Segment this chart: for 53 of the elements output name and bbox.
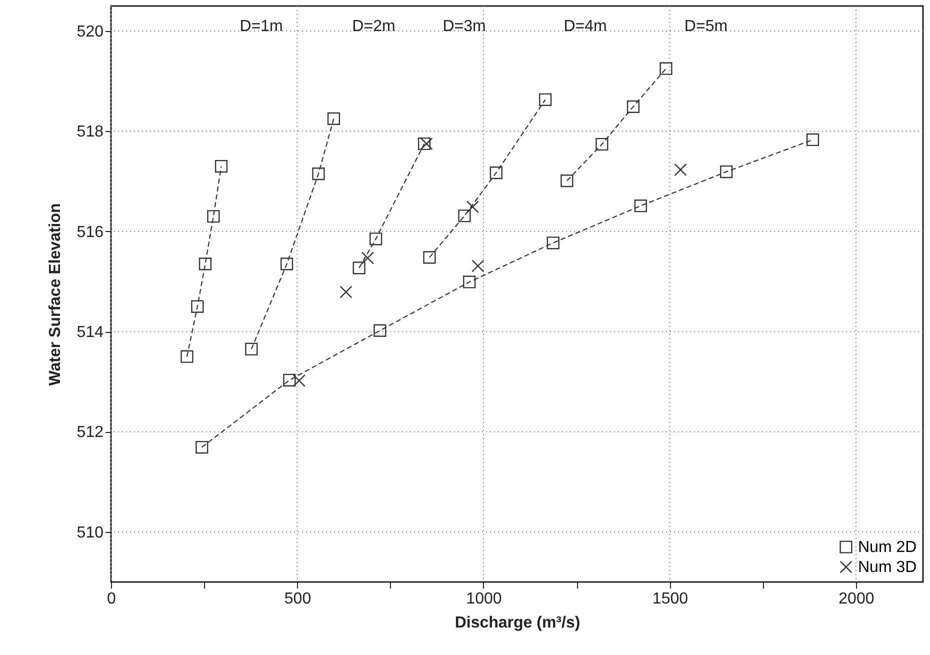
point [660, 62, 672, 75]
x-tick-label: 2000 [838, 590, 874, 608]
annotation: D=3m [442, 18, 486, 35]
point [191, 300, 204, 313]
point [560, 174, 574, 188]
point [196, 440, 208, 454]
x-tick-label: 1000 [466, 590, 502, 608]
y-tick-label: 516 [76, 224, 104, 241]
point [490, 166, 502, 180]
point [546, 236, 560, 250]
y-tick-label: 514 [76, 324, 104, 342]
legend-label: Num 3D [858, 559, 917, 576]
point [370, 232, 382, 246]
annotation: D=1m [240, 18, 283, 35]
point [539, 93, 552, 106]
point [720, 165, 733, 178]
point [198, 258, 212, 270]
annotation: D=5m [684, 18, 728, 35]
point [245, 342, 258, 356]
legend-label: Num 2D [858, 539, 917, 556]
point [674, 163, 687, 176]
point [280, 258, 294, 270]
point [423, 251, 436, 264]
point [180, 350, 194, 363]
point [466, 200, 479, 214]
x-tick-label: 0 [107, 590, 116, 608]
x-tick-label: 1500 [652, 590, 688, 608]
point [283, 374, 296, 386]
y-tick-label: 518 [76, 124, 104, 141]
x-axis-title: Discharge (m³/s) [454, 614, 580, 632]
point [806, 133, 820, 146]
point [352, 262, 366, 274]
x-tick-label: 500 [284, 590, 312, 608]
point [463, 276, 476, 288]
point [214, 160, 228, 173]
point [418, 137, 431, 150]
point [458, 210, 471, 222]
annotation: D=2m [352, 18, 396, 35]
point [596, 138, 608, 151]
point [472, 260, 484, 272]
point [626, 100, 640, 113]
point [312, 167, 325, 180]
point [327, 112, 340, 125]
y-axis-title: Water Surface Elevation [46, 203, 64, 386]
y-tick-label: 512 [76, 424, 104, 442]
point [634, 200, 647, 212]
point [374, 324, 386, 337]
y-tick-label: 510 [76, 524, 104, 542]
y-tick-label: 520 [76, 24, 104, 41]
annotation: D=4m [564, 18, 607, 35]
point [207, 210, 220, 223]
point [361, 252, 374, 264]
point [340, 286, 352, 298]
